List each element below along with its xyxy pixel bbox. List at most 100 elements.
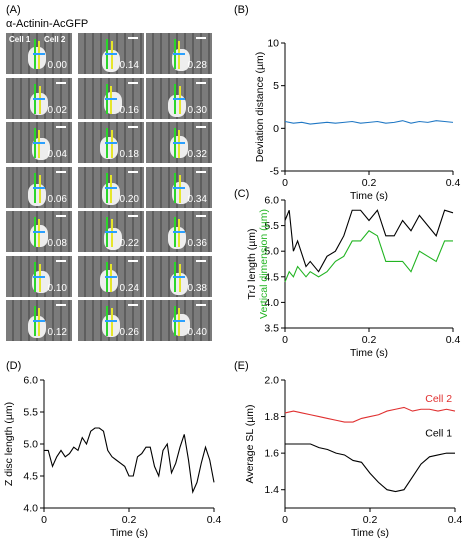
x-tick-label: 0 <box>41 514 47 526</box>
y-tick-label: 6.0 <box>23 375 38 387</box>
scale-bar <box>56 126 66 128</box>
scale-bar <box>196 37 206 39</box>
scale-bar <box>56 81 66 84</box>
microscopy-tile: 0.32 <box>146 122 212 163</box>
x-tick-label: 0.4 <box>207 514 222 526</box>
panel-d-label: (D) <box>6 360 22 372</box>
time-stamp: 0.24 <box>119 282 139 294</box>
y-tick-label: 1.6 <box>264 448 279 460</box>
series-line-1 <box>284 230 453 283</box>
cell-1-label: Cell 1 <box>9 35 31 44</box>
y-tick-label: 10 <box>267 38 279 50</box>
x-tick-label: 0 <box>282 514 288 526</box>
scale-bar <box>56 259 66 262</box>
y-axis-label: TrJ length (µm) <box>246 228 258 299</box>
microscopy-tile: 0.06 <box>6 166 72 208</box>
panel-c-label: (C) <box>234 188 250 200</box>
x-tick-label: 0.4 <box>446 177 461 189</box>
x-tick-label: 0 <box>282 334 288 346</box>
microscopy-tile: 0.34 <box>146 166 212 208</box>
scale-bar <box>196 259 206 262</box>
series-line-0 <box>44 427 215 495</box>
microscopy-tile: 0.36 <box>146 211 212 252</box>
microscopy-tile: 0.00 Cell 1 Cell 2 <box>6 33 72 74</box>
time-stamp: 0.32 <box>187 149 207 160</box>
scale-bar <box>128 37 138 39</box>
scale-bar <box>196 126 206 128</box>
time-stamp: 0.04 <box>47 149 67 160</box>
microscopy-tile: 0.28 <box>146 33 212 74</box>
y-tick-label: 4.0 <box>264 297 279 309</box>
time-stamp: 0.12 <box>47 327 67 338</box>
y-tick-label: 4.5 <box>23 471 38 483</box>
series-line-0 <box>284 120 454 125</box>
microscopy-tile: 0.22 <box>78 211 144 252</box>
microscopy-tile: 0.16 <box>78 77 144 119</box>
time-stamp: 0.22 <box>119 238 139 249</box>
y-tick-label: 4.0 <box>23 503 38 515</box>
scale-bar <box>56 215 66 217</box>
time-stamp: 0.16 <box>119 104 139 116</box>
panel-a-label: (A) <box>6 4 21 16</box>
series-line-0 <box>284 209 454 273</box>
y-tick-label: 5.5 <box>23 407 38 419</box>
time-stamp: 0.06 <box>47 193 67 205</box>
y-tick-label: 1.8 <box>264 411 279 423</box>
series-label-1: Cell 1 <box>425 428 452 440</box>
time-stamp: 0.02 <box>47 104 67 116</box>
microscopy-tile: 0.14 <box>78 33 144 74</box>
y-tick-label: 5.0 <box>23 439 38 451</box>
microscopy-tile: 0.20 <box>78 166 144 208</box>
x-tick-label: 0.2 <box>363 514 378 526</box>
time-stamp: 0.08 <box>47 238 67 249</box>
scale-bar <box>128 259 138 262</box>
time-stamp: 0.14 <box>119 60 139 71</box>
y-tick-label: 5.5 <box>264 220 279 232</box>
scale-bar <box>196 81 206 84</box>
time-stamp: 0.36 <box>187 238 207 249</box>
microscopy-tile: 0.24 <box>78 255 144 297</box>
time-stamp: 0.40 <box>187 327 207 338</box>
panel-a-title: α-Actinin-AcGFP <box>6 18 89 30</box>
y-tick-label: 3.5 <box>264 323 279 335</box>
microscopy-grid: 0.00 Cell 1 Cell 2 0.02 0.04 0.06 0.08 0.10 0.12… <box>6 33 218 341</box>
scale-bar <box>128 126 138 128</box>
scale-bar <box>128 215 138 217</box>
y-tick-label: 5 <box>273 80 279 92</box>
time-stamp: 0.34 <box>187 193 207 205</box>
x-tick-label: 0.2 <box>362 177 377 189</box>
microscopy-tile: 0.26 <box>78 300 144 341</box>
scale-bar <box>56 170 66 173</box>
panel-b-label: (B) <box>234 4 249 16</box>
time-stamp: 0.26 <box>119 327 139 338</box>
x-axis-label: Time (s) <box>350 347 388 359</box>
y-tick-label: 4.5 <box>264 271 279 283</box>
y-axis-label: Deviation distance (µm) <box>254 52 266 163</box>
y-axis-label: Average SL (µm) <box>244 405 256 484</box>
x-axis-label: Time (s) <box>110 527 148 539</box>
time-stamp: 0.00 <box>47 60 67 71</box>
scale-bar <box>128 170 138 173</box>
y-tick-label: 1.4 <box>264 484 279 496</box>
microscopy-tile: 0.08 <box>6 211 72 252</box>
series-label-0: Cell 2 <box>425 393 452 405</box>
microscopy-tile: 0.30 <box>146 77 212 119</box>
microscopy-tile: 0.04 <box>6 122 72 163</box>
microscopy-tile: 0.18 <box>78 122 144 163</box>
time-stamp: 0.38 <box>187 282 207 294</box>
x-tick-label: 0.2 <box>122 514 137 526</box>
scale-bar <box>128 81 138 84</box>
time-stamp: 0.18 <box>119 149 139 160</box>
scale-bar <box>128 304 138 306</box>
cell-2-label: Cell 2 <box>44 35 66 44</box>
x-axis-label: Time (s) <box>351 527 389 539</box>
y-axis-label-2: Vertical dimension (µm) <box>258 209 270 319</box>
microscopy-tile: 0.12 <box>6 300 72 341</box>
y-tick-label: 0 <box>273 123 279 135</box>
time-stamp: 0.20 <box>119 193 139 205</box>
series-line-1 <box>285 443 455 493</box>
